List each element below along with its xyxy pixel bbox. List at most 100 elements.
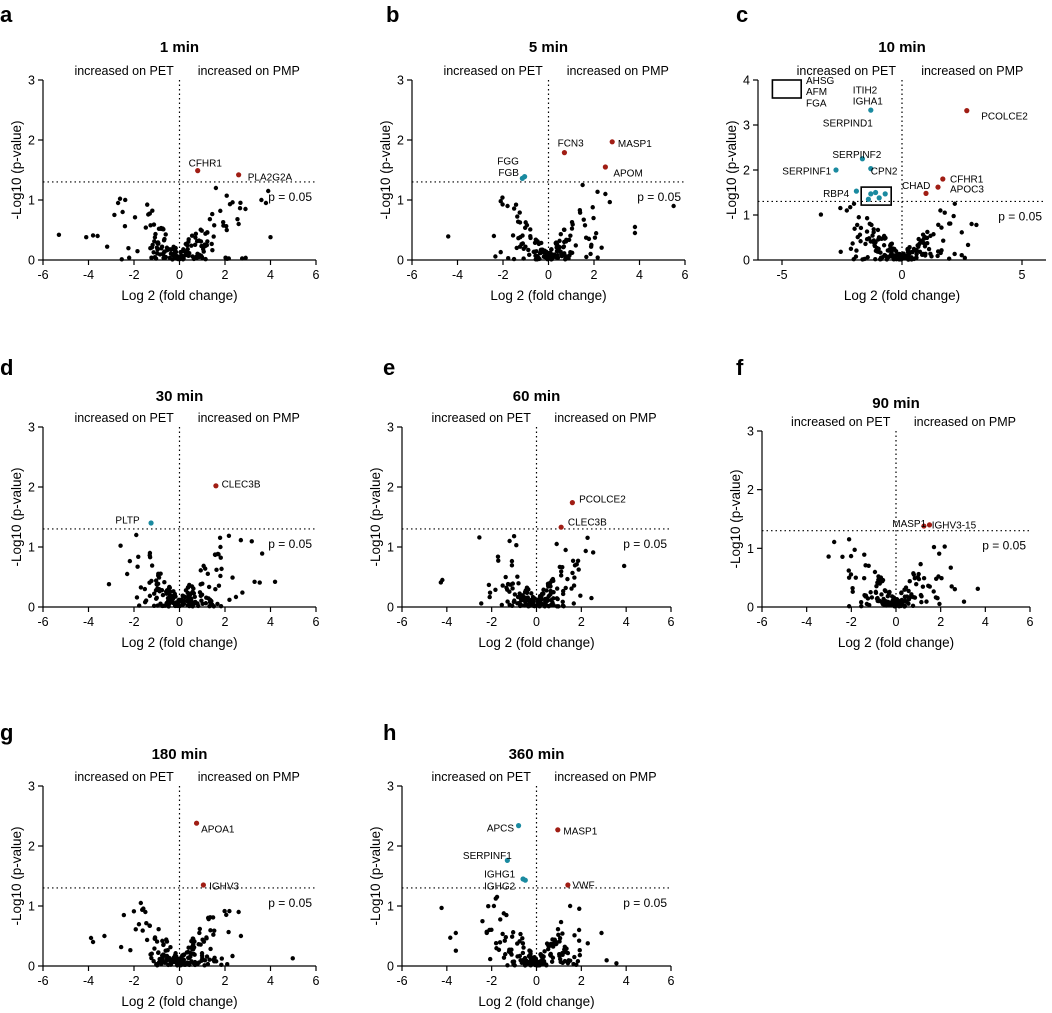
protein-point (217, 535, 223, 540)
region-label-pmp: increased on PMP (198, 411, 300, 425)
protein-point (227, 908, 232, 914)
protein-point (974, 222, 979, 228)
protein-point (154, 582, 159, 587)
region-label-pmp: increased on PMP (554, 770, 656, 784)
protein-point (496, 947, 502, 953)
protein-point (201, 939, 207, 944)
protein-point (883, 589, 888, 594)
protein-point (563, 585, 568, 591)
protein-point (543, 962, 549, 967)
y-tick-label: 0 (387, 601, 394, 615)
protein-label: PLA2G2A (248, 173, 293, 184)
protein-point (962, 255, 968, 261)
protein-point (179, 597, 184, 602)
protein-point (172, 248, 177, 253)
protein-point (225, 962, 230, 967)
panel-title: 30 min (156, 388, 204, 405)
protein-point (178, 254, 184, 259)
protein-point (187, 592, 193, 598)
protein-point (149, 955, 154, 961)
protein-point (521, 945, 526, 950)
protein-point (831, 539, 837, 545)
protein-point (588, 251, 593, 257)
x-tick-label: 0 (899, 268, 906, 282)
x-axis-label: Log 2 (fold change) (121, 635, 237, 650)
significant-point-pmp (195, 168, 201, 174)
protein-point (180, 957, 185, 963)
protein-point (152, 946, 157, 951)
protein-point (187, 250, 192, 256)
protein-point (510, 586, 515, 591)
protein-point (952, 201, 957, 206)
protein-point (926, 246, 932, 252)
y-tick-label: 1 (747, 542, 754, 556)
significant-point-pet (522, 877, 528, 883)
significant-point-pet (148, 520, 154, 526)
protein-point (509, 563, 515, 568)
protein-point (202, 958, 208, 963)
protein-point (210, 211, 215, 217)
protein-point (143, 225, 149, 230)
protein-point (189, 944, 195, 949)
protein-point (479, 601, 484, 606)
protein-point (184, 950, 190, 955)
protein-point (128, 947, 133, 953)
significant-point-pmp (213, 483, 219, 489)
protein-point (198, 568, 203, 573)
protein-point (578, 593, 583, 598)
protein-label: FCN3 (558, 139, 585, 150)
protein-point (538, 247, 544, 253)
protein-point (911, 571, 916, 576)
significant-point-pmp (609, 139, 615, 145)
protein-point (159, 953, 165, 958)
protein-point (572, 954, 577, 960)
x-tick-label: 2 (222, 974, 229, 988)
protein-point (560, 931, 565, 936)
protein-point (852, 226, 857, 231)
protein-point (871, 227, 876, 232)
protein-point (226, 533, 232, 538)
protein-point (575, 558, 581, 563)
protein-point (562, 253, 567, 258)
protein-point (204, 242, 210, 248)
region-label-pmp: increased on PMP (198, 64, 300, 78)
x-tick-label: -2 (486, 615, 497, 629)
protein-point (548, 941, 553, 947)
protein-point (871, 238, 877, 243)
protein-label: IGHV3-15 (932, 520, 977, 531)
protein-point (503, 574, 508, 580)
protein-point (148, 246, 153, 251)
x-tick-label: -6 (37, 974, 48, 988)
significant-point-pmp (200, 882, 206, 888)
protein-point (502, 938, 507, 943)
protein-point (909, 592, 914, 597)
y-tick-label: 2 (397, 134, 404, 148)
protein-point (511, 534, 517, 539)
protein-point (914, 581, 919, 587)
protein-label: SERPIND1 (823, 118, 873, 129)
threshold-label: p = 0.05 (998, 209, 1042, 223)
protein-point (948, 221, 953, 226)
protein-point (448, 935, 453, 940)
x-tick-label: 4 (267, 974, 274, 988)
protein-point (671, 203, 676, 209)
protein-point (524, 960, 529, 965)
protein-point (117, 196, 123, 201)
panel-e: e 60 min increased on PET increased on PMP -… (368, 355, 675, 650)
protein-point (212, 223, 217, 228)
y-tick-label: 3 (397, 74, 404, 88)
protein-point (189, 951, 194, 956)
protein-point (511, 256, 517, 262)
protein-point (558, 569, 564, 574)
protein-point (446, 234, 451, 239)
protein-point (208, 928, 213, 933)
x-tick-label: 0 (176, 268, 183, 282)
protein-point (541, 591, 546, 596)
protein-point (570, 570, 575, 576)
x-tick-label: 4 (623, 615, 630, 629)
protein-point (583, 548, 588, 554)
protein-point (916, 244, 921, 249)
protein-point (236, 909, 241, 915)
x-tick-label: -6 (396, 974, 407, 988)
protein-point (84, 235, 89, 240)
